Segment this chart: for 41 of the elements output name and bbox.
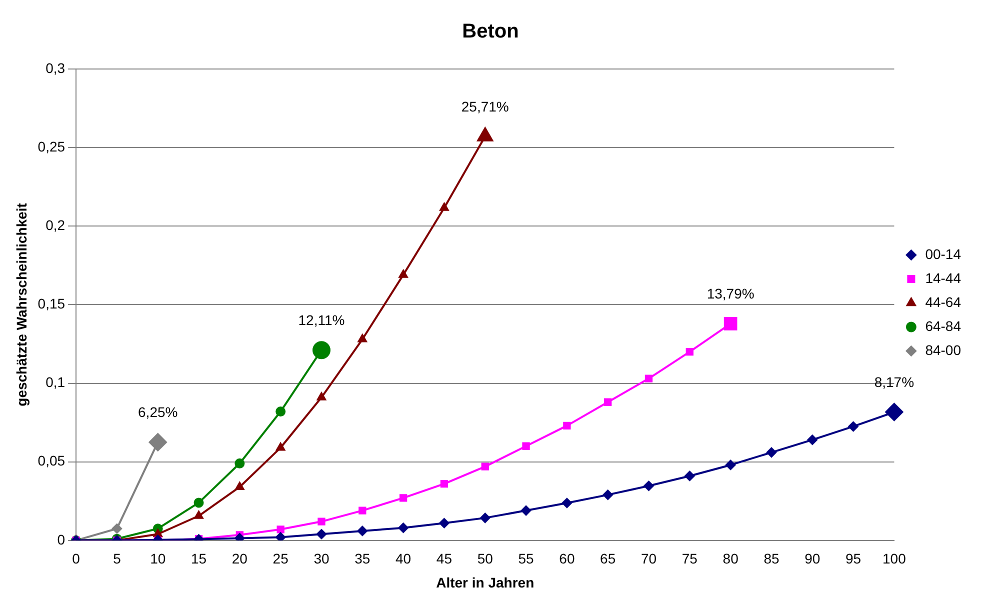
y-tick-label: 0,2	[46, 216, 66, 233]
x-tick-label: 10	[150, 550, 166, 567]
legend-label: 44-64	[925, 294, 962, 310]
x-tick-label: 85	[764, 550, 780, 567]
annotation: 13,79%	[706, 286, 754, 302]
x-tick-label: 35	[354, 550, 370, 567]
x-axis-title: Alter in Jahren	[436, 574, 534, 590]
y-tick-label: 0,05	[38, 452, 66, 469]
y-tick-label: 0	[57, 531, 66, 548]
x-tick-label: 15	[190, 550, 207, 567]
annotation: 6,25%	[138, 404, 178, 420]
x-tick-label: 30	[314, 550, 330, 567]
legend-label: 00-14	[925, 246, 962, 262]
x-tick-label: 55	[518, 550, 534, 567]
y-tick-label: 0,1	[46, 374, 66, 390]
x-tick-label: 65	[600, 550, 616, 567]
annotation: 8,17%	[874, 374, 914, 390]
x-tick-label: 20	[232, 550, 248, 567]
y-tick-label: 0,15	[38, 296, 66, 312]
legend-label: 84-00	[925, 342, 962, 358]
legend-label: 14-44	[925, 270, 962, 286]
annotation: 12,11%	[298, 312, 345, 328]
y-axis-title: geschätzte Wahrscheinlichkeit	[13, 202, 30, 406]
annotation: 25,71%	[461, 98, 509, 114]
legend-label: 64-84	[925, 318, 962, 334]
x-tick-label: 45	[436, 550, 452, 567]
x-tick-label: 95	[845, 550, 862, 567]
x-tick-label: 70	[640, 550, 657, 567]
x-tick-label: 25	[272, 550, 289, 567]
chart-title: Beton	[462, 20, 519, 43]
x-tick-label: 60	[559, 550, 575, 567]
x-tick-label: 50	[477, 550, 494, 567]
x-tick-label: 75	[682, 550, 698, 567]
x-tick-label: 40	[396, 550, 412, 567]
x-tick-label: 80	[722, 550, 739, 567]
x-tick-label: 5	[113, 550, 122, 567]
x-tick-label: 90	[804, 550, 820, 567]
y-tick-label: 0,25	[38, 138, 66, 154]
x-tick-label: 100	[882, 550, 906, 567]
y-tick-label: 0,3	[46, 60, 66, 76]
x-tick-label: 0	[72, 550, 80, 567]
